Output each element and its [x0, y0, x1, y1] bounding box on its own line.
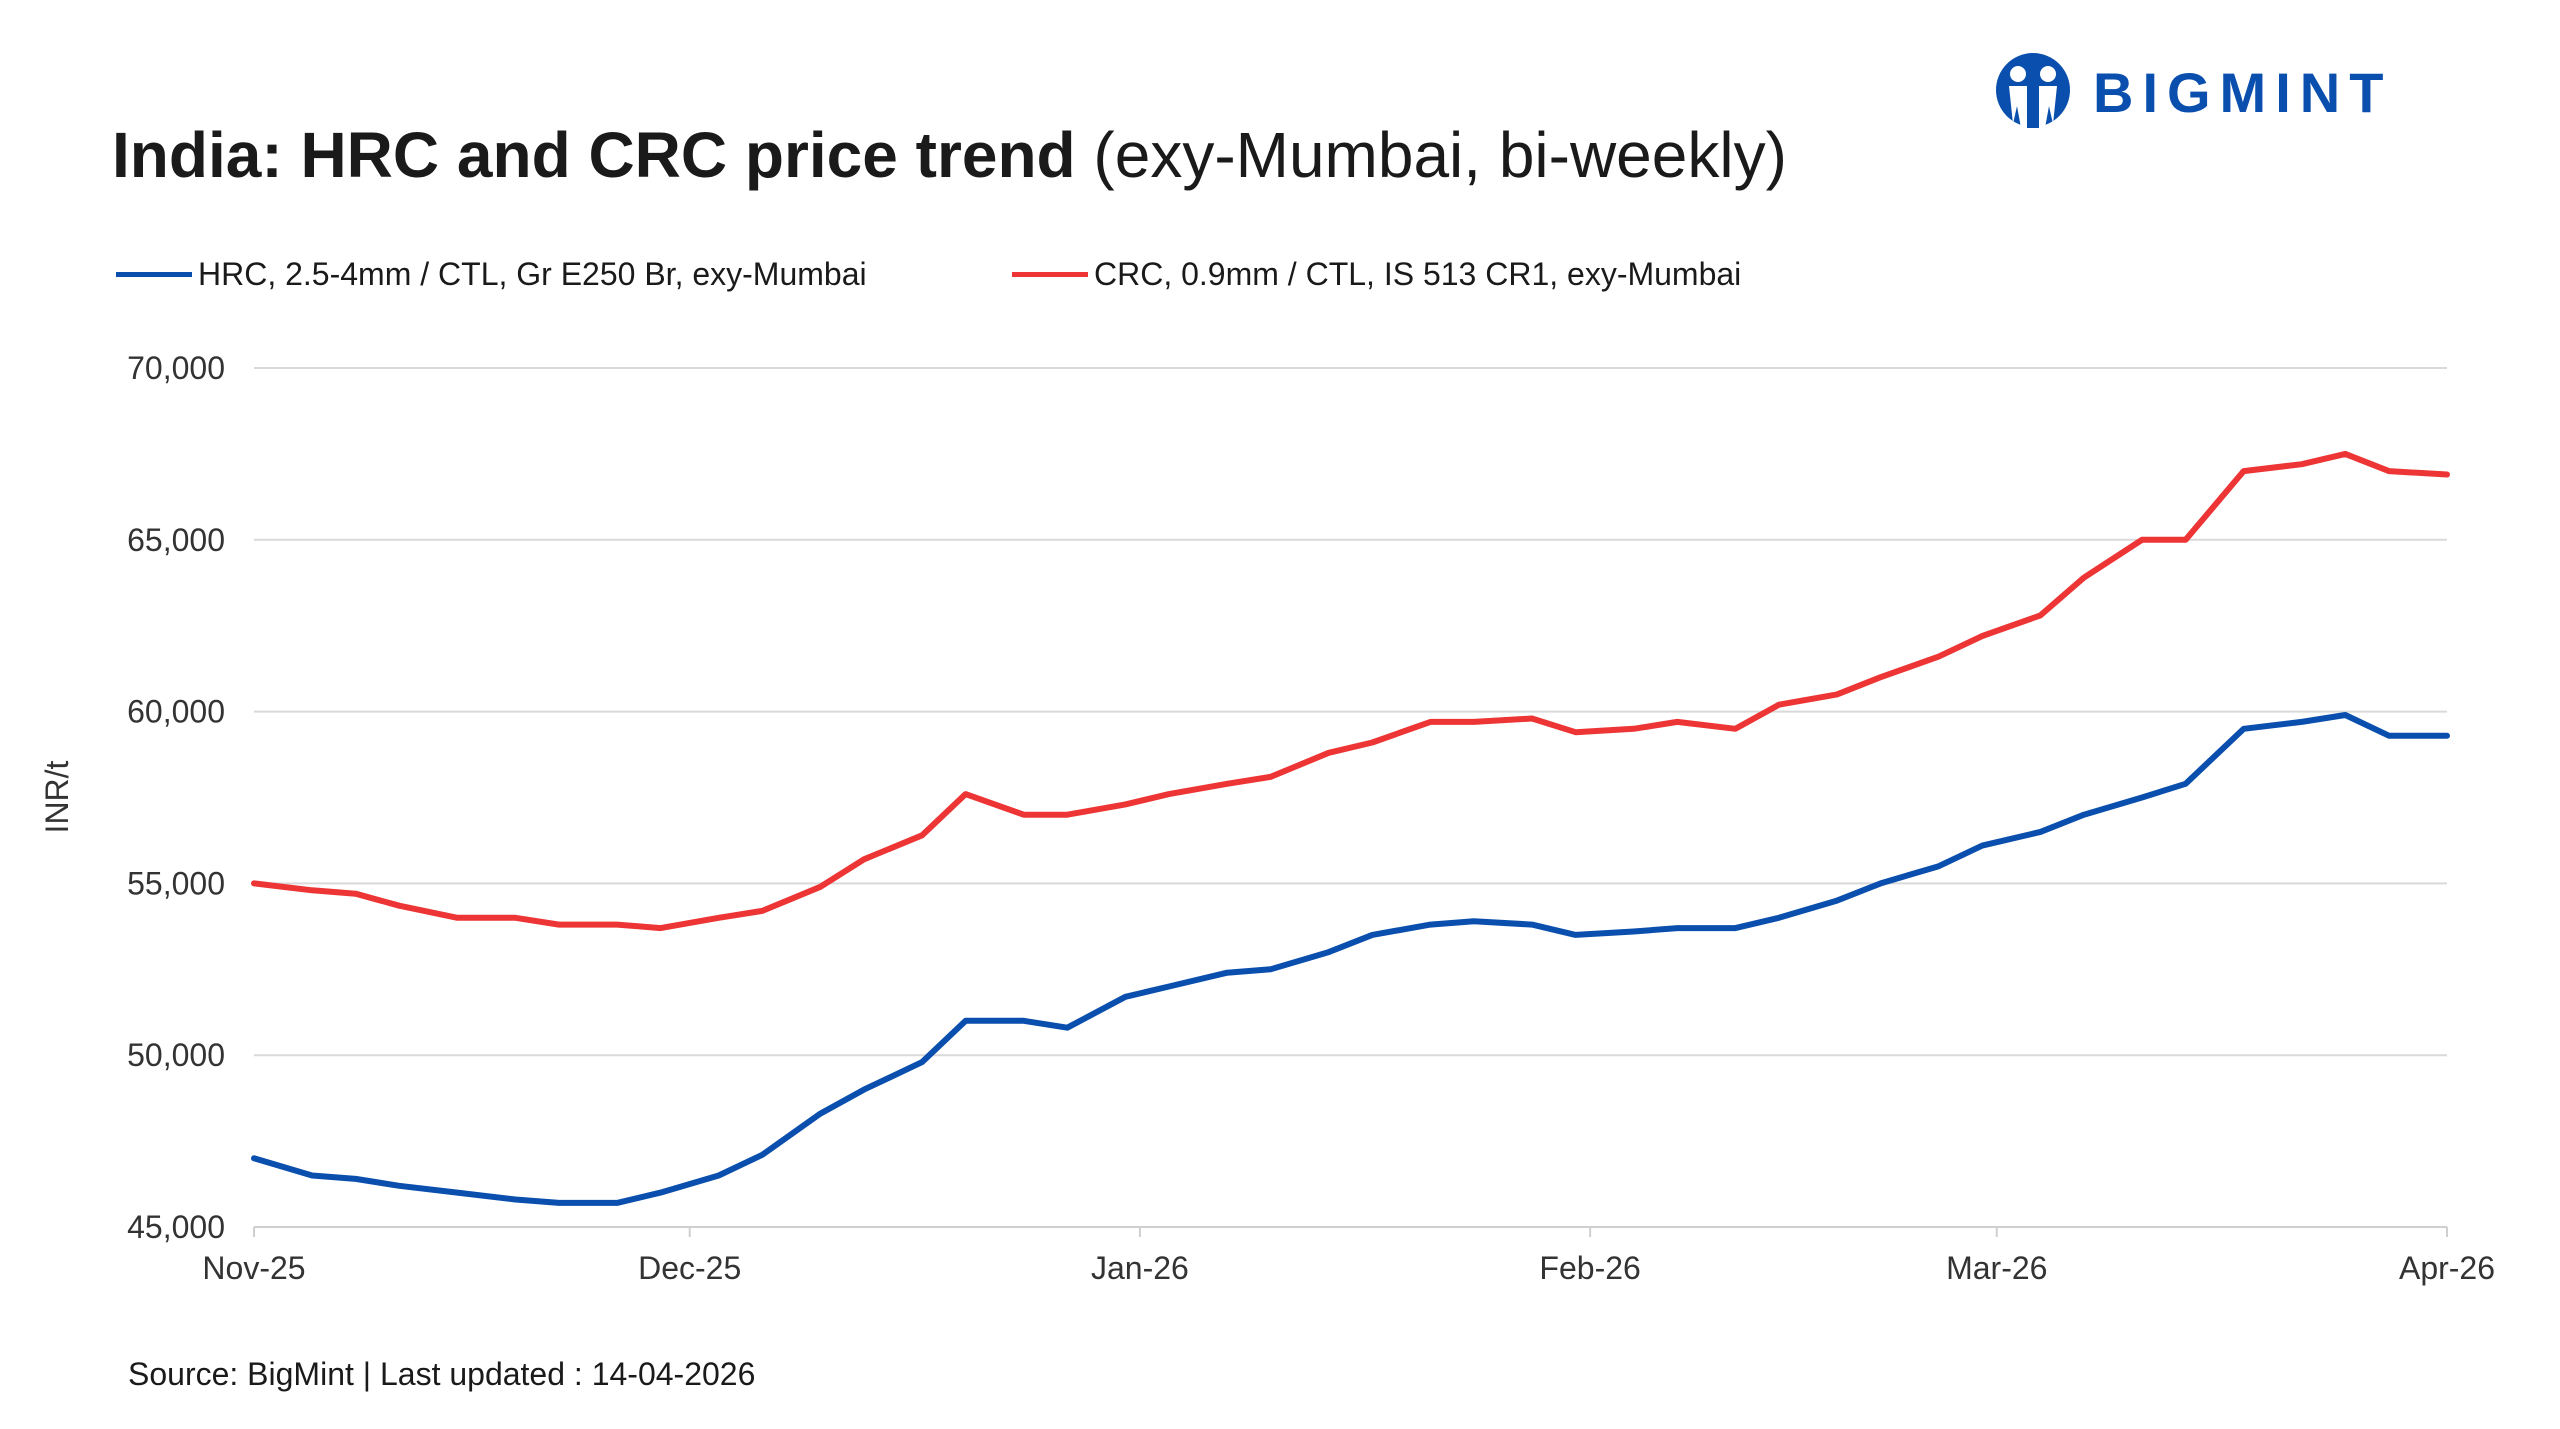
legend-swatch-hrc: [116, 272, 192, 277]
legend-label-crc: CRC, 0.9mm / CTL, IS 513 CR1, exy-Mumbai: [1094, 256, 1742, 292]
title-main: India: HRC and CRC price trend: [112, 119, 1076, 191]
x-tick-label: Dec-25: [638, 1250, 741, 1286]
legend-item-hrc: HRC, 2.5-4mm / CTL, Gr E250 Br, exy-Mumb…: [116, 256, 867, 293]
y-tick-label: 50,000: [127, 1037, 225, 1073]
legend-swatch-crc: [1012, 272, 1088, 277]
legend-item-crc: CRC, 0.9mm / CTL, IS 513 CR1, exy-Mumbai: [1012, 256, 1741, 293]
hrc-series-line: [251, 712, 2450, 1206]
x-tick-label: Apr-26: [2399, 1250, 2495, 1286]
y-tick-label: 45,000: [127, 1209, 225, 1245]
bigmint-logo: BIGMINT: [1995, 52, 2392, 132]
bigmint-logo-icon: [1996, 53, 2070, 128]
crc-series-line: [251, 450, 2450, 932]
y-tick-label: 70,000: [127, 350, 225, 386]
y-tick-label: 65,000: [127, 522, 225, 558]
y-axis-label: INR/t: [39, 760, 75, 833]
chart-title: India: HRC and CRC price trend (exy-Mumb…: [112, 118, 1787, 192]
legend-label-hrc: HRC, 2.5-4mm / CTL, Gr E250 Br, exy-Mumb…: [198, 256, 867, 292]
x-tick-label: Jan-26: [1091, 1250, 1189, 1286]
x-tick-label: Nov-25: [202, 1250, 305, 1286]
x-tick-label: Feb-26: [1539, 1250, 1640, 1286]
title-subtitle: (exy-Mumbai, bi-weekly): [1093, 119, 1787, 191]
y-tick-label: 55,000: [127, 865, 225, 901]
x-tick-label: Mar-26: [1946, 1250, 2047, 1286]
logo-wordmark: BIGMINT: [2093, 60, 2393, 124]
source-note: Source: BigMint | Last updated : 14-04-2…: [128, 1356, 756, 1392]
y-tick-label: 60,000: [127, 694, 225, 730]
